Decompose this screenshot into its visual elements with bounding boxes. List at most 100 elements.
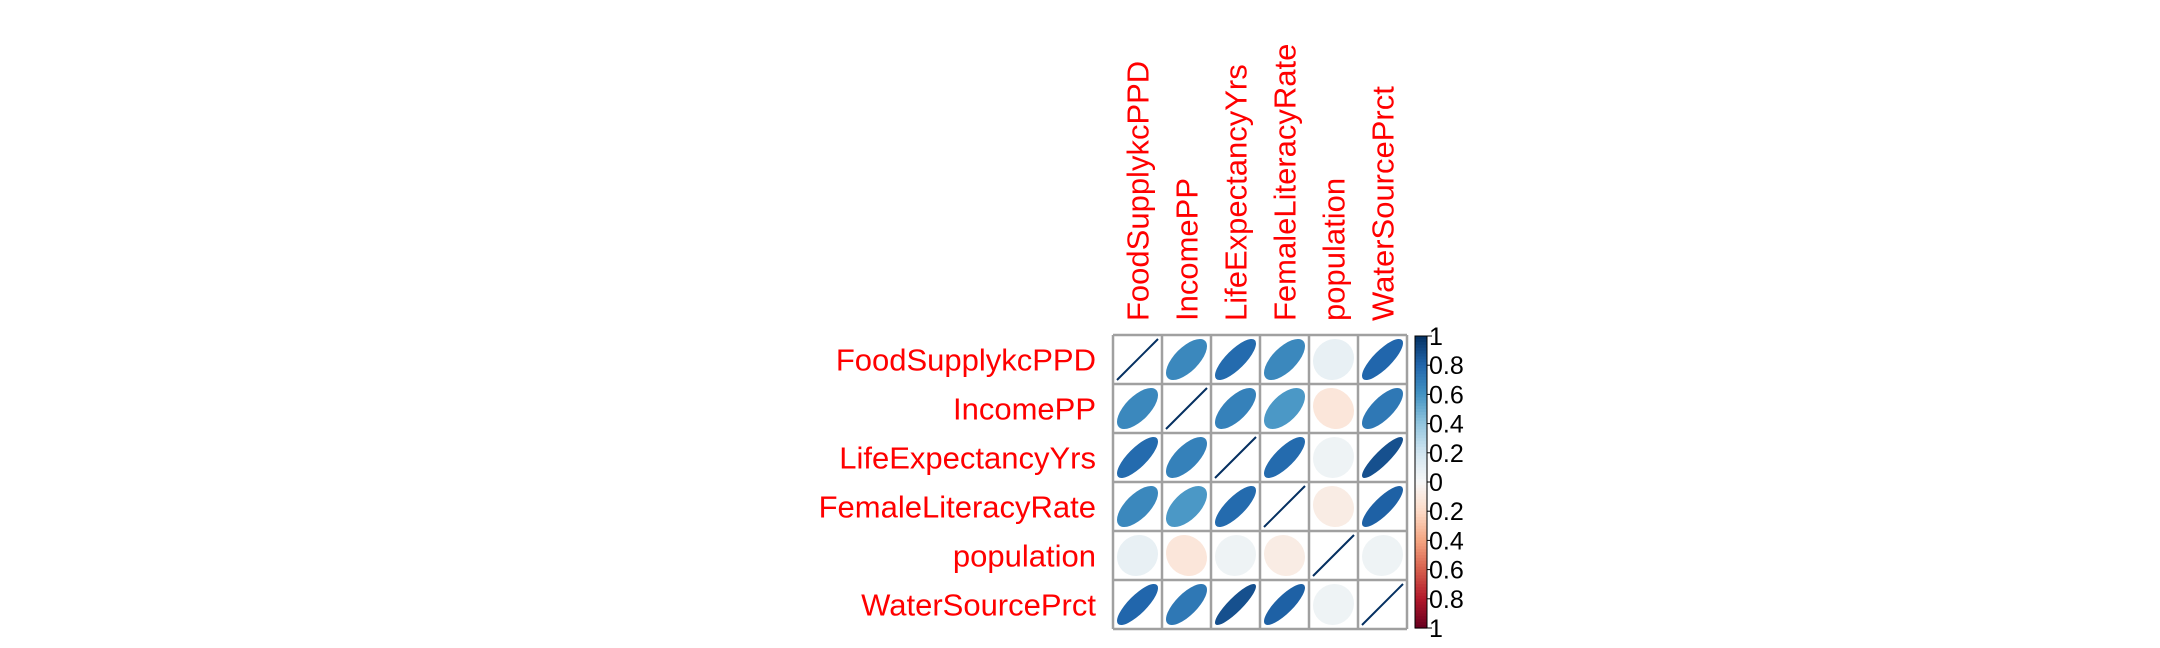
colorbar-segment [1415,563,1427,568]
colorbar-segment [1415,368,1427,372]
corr-mark-WaterSourcePrct-FoodSupplykcPPD [1116,583,1158,625]
row-label-population: population [953,539,1096,574]
colorbar-tick-label: 0.8 [1429,586,1464,614]
colorbar-segment [1415,493,1427,498]
colorbar-segment [1415,400,1427,404]
colorbar-segment [1415,449,1427,454]
colorbar-segment [1415,560,1427,565]
corr-mark-FemaleLiteracyRate-LifeExpectancyYrs [1214,486,1256,528]
colorbar-segment [1415,414,1427,419]
colorbar-segment [1415,417,1427,422]
colorbar-segment [1415,467,1427,471]
colorbar-segment [1415,487,1427,492]
colorbar-segment [1415,502,1427,506]
corr-mark-population-IncomePP [1165,534,1207,576]
colorbar-segment [1415,581,1427,585]
colorbar-segment [1415,409,1427,413]
colorbar-segment [1415,385,1427,390]
colorbar-segment [1415,578,1427,582]
colorbar-segment [1415,379,1427,384]
corr-mark-population-LifeExpectancyYrs [1214,534,1256,576]
corr-mark-population-WaterSourcePrct [1361,534,1403,576]
corr-mark-LifeExpectancyYrs-IncomePP [1165,437,1207,479]
colorbar-segment [1415,514,1427,518]
corr-mark-IncomePP-LifeExpectancyYrs [1214,388,1256,430]
colorbar-segment [1415,473,1427,477]
colorbar-tick-label: 1 [1429,615,1443,643]
colorbar-segment [1415,522,1427,527]
colorbar-segment [1415,546,1427,550]
colorbar-segment [1415,476,1427,480]
colorbar-segment [1415,569,1427,574]
colorbar-segment [1415,362,1427,366]
colorbar-segment [1415,519,1427,524]
corr-mark-population-FoodSupplykcPPD [1117,534,1159,576]
colorbar-segment [1415,505,1427,509]
colorbar-segment [1415,499,1427,504]
colorbar-segment [1415,464,1427,468]
colorbar-segment [1415,496,1427,501]
corr-mark-WaterSourcePrct-WaterSourcePrct [1361,583,1404,626]
colorbar-segment [1415,394,1427,398]
colorbar-segment [1415,446,1427,451]
colorbar: 10.80.60.40.200.20.40.60.81 [1414,323,1464,643]
colorbar-segment [1415,435,1427,439]
colorbar-tick-label: 0.4 [1429,411,1464,439]
corr-mark-WaterSourcePrct-FemaleLiteracyRate [1264,584,1306,626]
colorbar-segment [1415,452,1427,457]
colorbar-segment [1415,622,1427,626]
colorbar-segment [1415,572,1427,577]
corr-mark-FoodSupplykcPPD-LifeExpectancyYrs [1214,339,1256,381]
col-label-IncomePP: IncomePP [1170,178,1205,321]
colorbar-segment [1415,397,1427,401]
colorbar-tick-label: 1 [1429,323,1443,351]
colorbar-segment [1415,557,1427,562]
colorbar-segment [1415,549,1427,553]
corr-mark-FoodSupplykcPPD-FemaleLiteracyRate [1263,339,1305,381]
corr-mark-FemaleLiteracyRate-WaterSourcePrct [1362,485,1404,527]
colorbar-segment [1415,595,1427,600]
colorbar-segment [1415,365,1427,369]
row-label-IncomePP: IncomePP [953,392,1096,427]
colorbar-segment [1415,423,1427,428]
colorbar-segment [1415,350,1427,355]
colorbar-segment [1415,625,1427,629]
colorbar-segment [1415,429,1427,433]
correlation-matrix [1111,333,1409,631]
colorbar-segment [1415,537,1427,541]
corr-mark-FoodSupplykcPPD-IncomePP [1165,339,1207,381]
corr-mark-LifeExpectancyYrs-FemaleLiteracyRate [1263,437,1305,479]
colorbar-segment [1415,461,1427,466]
colorbar-tick-label: 0.6 [1429,381,1464,409]
col-label-WaterSourcePrct: WaterSourcePrct [1366,86,1401,321]
colorbar-segment [1415,508,1427,512]
colorbar-tick-label: 0.6 [1429,557,1464,585]
colorbar-segment [1415,607,1427,612]
colorbar-segment [1415,540,1427,544]
colorbar-segment [1415,490,1427,495]
colorbar-segment [1415,598,1427,603]
colorbar-segment [1415,388,1427,393]
colorbar-segment [1415,470,1427,474]
colorbar-segment [1415,584,1427,588]
col-label-FoodSupplykcPPD: FoodSupplykcPPD [1121,61,1156,321]
colorbar-segment [1415,406,1427,410]
colorbar-segment [1415,444,1427,448]
corr-mark-FoodSupplykcPPD-population [1313,338,1355,380]
colorbar-segment [1415,575,1427,579]
corr-mark-LifeExpectancyYrs-WaterSourcePrct [1362,436,1404,478]
colorbar-segment [1415,613,1427,617]
colorbar-tick-label: 0.8 [1429,352,1464,380]
colorbar-segment [1415,484,1427,489]
colorbar-segment [1415,347,1427,352]
colorbar-segment [1415,455,1427,460]
corr-mark-IncomePP-FemaleLiteracyRate [1264,387,1306,429]
colorbar-segment [1415,376,1427,381]
colorbar-segment [1415,590,1427,594]
corr-mark-LifeExpectancyYrs-LifeExpectancyYrs [1214,436,1257,479]
colorbar-segment [1415,619,1427,623]
colorbar-segment [1415,587,1427,591]
colorbar-segment [1415,528,1427,533]
corr-mark-population-FemaleLiteracyRate [1264,535,1306,577]
